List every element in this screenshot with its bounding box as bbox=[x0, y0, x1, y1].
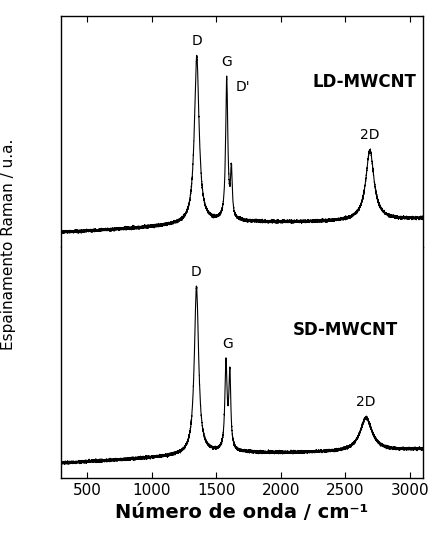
Text: SD-MWCNT: SD-MWCNT bbox=[293, 321, 398, 339]
Text: LD-MWCNT: LD-MWCNT bbox=[313, 73, 417, 91]
Text: D: D bbox=[191, 265, 202, 279]
Text: D: D bbox=[191, 34, 202, 48]
Text: D': D' bbox=[235, 80, 250, 93]
Text: G: G bbox=[222, 337, 233, 351]
Text: G: G bbox=[221, 55, 232, 69]
Text: 2D: 2D bbox=[360, 128, 380, 142]
Text: 2D: 2D bbox=[356, 395, 376, 409]
Text: Espainamento Raman / u.a.: Espainamento Raman / u.a. bbox=[1, 138, 16, 350]
X-axis label: Número de onda / cm⁻¹: Número de onda / cm⁻¹ bbox=[116, 503, 368, 522]
